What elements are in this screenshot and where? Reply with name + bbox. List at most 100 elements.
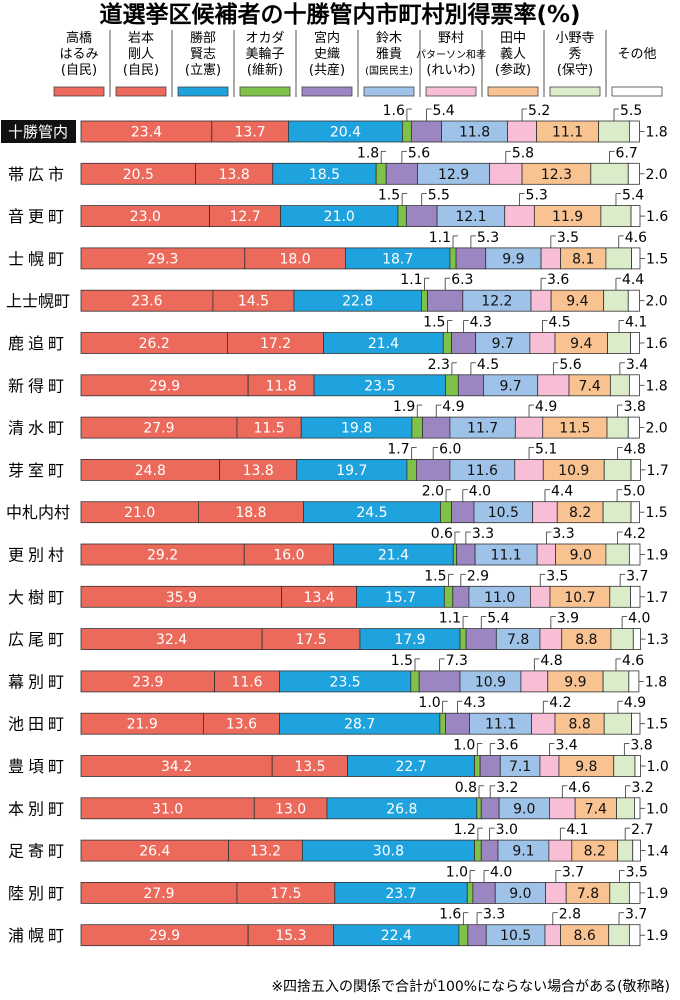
legend-label: 美輪子 (245, 46, 284, 62)
data-label: 13.8 (219, 167, 250, 183)
legend-label: 史織 (314, 47, 340, 62)
bar-segment (472, 882, 496, 904)
data-label: 11.6 (467, 463, 498, 479)
data-label: 26.8 (386, 801, 417, 817)
legend-label: (自民) (61, 63, 97, 78)
data-label: 6.0 (439, 441, 461, 457)
data-label: 11.1 (491, 548, 522, 564)
data-label: 5.1 (535, 441, 557, 457)
bar-segment (630, 458, 641, 481)
data-label: 11.8 (459, 125, 490, 141)
data-label: 4.3 (463, 695, 485, 711)
municipality-row: 芽室町 24.8 13.8 19.71.7 6.011.65.110.94.81.7 (8, 441, 669, 481)
bar-segment (445, 712, 470, 735)
data-label: 24.5 (356, 505, 387, 521)
data-label: 4.6 (625, 230, 647, 246)
municipality-label: 清水町 (8, 419, 68, 438)
legend-label: 秀 (568, 47, 581, 62)
data-label: 4.6 (622, 653, 644, 669)
legend-label: (自民) (123, 63, 159, 78)
data-label: 11.8 (266, 378, 297, 394)
bar-segment (514, 458, 544, 481)
data-label: 8.2 (569, 505, 591, 521)
data-label: 13.5 (294, 759, 325, 775)
municipality-label: 帯広市 (8, 165, 68, 184)
bar-segment (456, 543, 476, 566)
data-label: 8.6 (574, 928, 596, 944)
bar-segment (606, 416, 629, 439)
bar-segment (402, 120, 412, 143)
bar-segment (439, 712, 446, 735)
bar-segment (474, 755, 481, 777)
data-label: 20.4 (330, 125, 361, 141)
municipality-row: 清水町 27.9 11.5 19.81.9 4.911.74.911.53.82.0 (8, 399, 668, 439)
bar-segment (457, 374, 484, 397)
data-label: 23.5 (330, 674, 361, 690)
data-label: 19.7 (336, 463, 367, 479)
bar-segment (452, 543, 458, 566)
bar-segment (549, 797, 576, 820)
data-label: 5.4 (622, 188, 644, 204)
bar-segment (600, 205, 632, 228)
data-label: 1.3 (647, 632, 669, 648)
bar-segment (411, 416, 423, 439)
data-label: 2.0 (645, 167, 667, 183)
bar-segment (514, 416, 544, 439)
data-label: 16.0 (273, 548, 304, 564)
municipality-label: 中札内村 (6, 503, 70, 522)
data-label: 11.1 (552, 125, 583, 141)
legend-label: (れいわ) (426, 63, 475, 78)
bar-segment (632, 839, 641, 862)
data-label: 1.2 (454, 822, 476, 838)
bar-segment (605, 247, 633, 270)
data-label: 23.4 (131, 125, 162, 141)
municipality-row: 足寄町 26.4 13.2 30.8 1.2 3.0 9.1 4.1 8.2 2.7 1.4 (8, 822, 669, 862)
bar-segment (480, 839, 499, 862)
legend-label: 宮内 (314, 30, 340, 46)
data-label: 1.5 (423, 315, 445, 331)
bar-segment (628, 120, 640, 143)
bar-segment (507, 120, 537, 143)
data-label: 3.4 (626, 357, 648, 373)
bar-segment (520, 670, 549, 693)
footnote: ※四捨五入の関係で合計が100%にならない場合がある(敬称略) (271, 978, 670, 995)
bar-segment (536, 543, 556, 566)
bar-segment (544, 924, 562, 947)
data-label: 26.4 (139, 844, 170, 860)
data-label: 4.9 (442, 399, 464, 415)
legend-label: その他 (617, 47, 656, 62)
municipality-row: 新得町 29.9 11.8 23.5 2.3 4.59.7 5.6 7.4 3.4 1.8 (8, 357, 668, 397)
bar-segment (613, 755, 636, 777)
legend-label: はるみ (59, 47, 98, 62)
bar-segment (427, 289, 464, 312)
data-label: 10.9 (475, 674, 506, 690)
data-label: 1.9 (393, 399, 415, 415)
municipality-label: 更別村 (8, 546, 68, 565)
municipality-label: 上士幌町 (6, 292, 70, 311)
bar-segment (631, 247, 641, 270)
bar-segment (530, 585, 551, 608)
bar-segment (397, 205, 407, 228)
bar-segment (602, 670, 630, 693)
bar-segment (455, 247, 487, 270)
data-label: 4.1 (625, 315, 647, 331)
bar-segment (603, 458, 632, 481)
data-label: 13.2 (250, 844, 281, 860)
data-label: 0.8 (455, 780, 477, 796)
bar-segment (631, 712, 641, 735)
bar-segment (532, 501, 558, 524)
data-label: 1.7 (646, 590, 668, 606)
data-label: 11.9 (552, 209, 583, 225)
data-label: 10.9 (558, 463, 589, 479)
data-label: 31.0 (152, 801, 183, 817)
candidate-legend: 高橋はるみ(自民)岩本剛人(自民)勝部賢志(立憲)オカダ美輪子(維新)宮内史織(… (53, 30, 663, 97)
data-label: 1.9 (646, 886, 668, 902)
municipality-row: 帯広市 20.5 13.8 18.5 1.8 5.6 12.9 5.8 12.3 6.7 2.0 (8, 145, 668, 185)
data-label: 3.6 (496, 738, 518, 754)
legend-swatch (53, 86, 105, 97)
municipality-label: 芽室町 (8, 461, 68, 480)
bar-segment (634, 755, 641, 777)
bar-segment (628, 924, 641, 947)
legend-label: (共産) (309, 62, 345, 78)
data-label: 1.0 (647, 759, 669, 775)
